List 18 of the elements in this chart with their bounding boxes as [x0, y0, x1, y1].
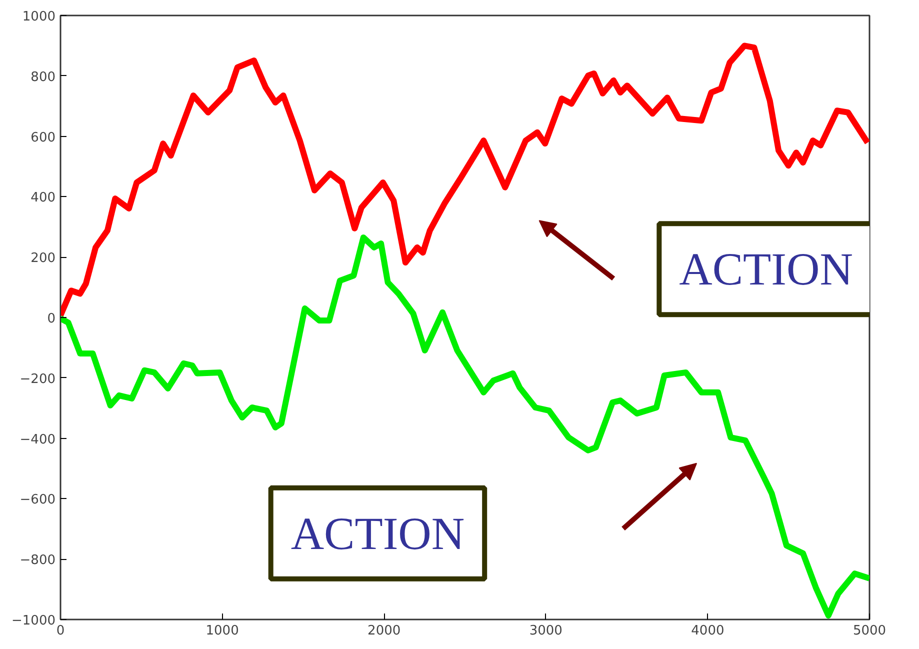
- x-tick-label: 4000: [691, 624, 724, 638]
- y-tick-label: −800: [20, 553, 56, 568]
- y-tick-label: −1000: [12, 614, 56, 628]
- y-tick-label: 800: [30, 70, 56, 85]
- x-tick-label: 2000: [368, 624, 401, 638]
- y-tick-label: 1000: [22, 10, 56, 24]
- x-tick-label: 3000: [529, 624, 562, 638]
- y-tick-label: −400: [20, 432, 56, 448]
- annotation: ACTION: [679, 244, 853, 295]
- annotation: ACTION: [290, 508, 465, 559]
- y-tick-label: 400: [30, 190, 56, 206]
- y-tick-label: −600: [20, 492, 56, 508]
- x-tick-label: 5000: [852, 624, 886, 638]
- y-tick-label: 0: [47, 312, 56, 326]
- x-tick-label: 1000: [206, 624, 239, 638]
- y-tick-label: −200: [20, 372, 56, 387]
- y-tick-label: 600: [30, 130, 56, 146]
- y-tick-label: 200: [30, 251, 56, 266]
